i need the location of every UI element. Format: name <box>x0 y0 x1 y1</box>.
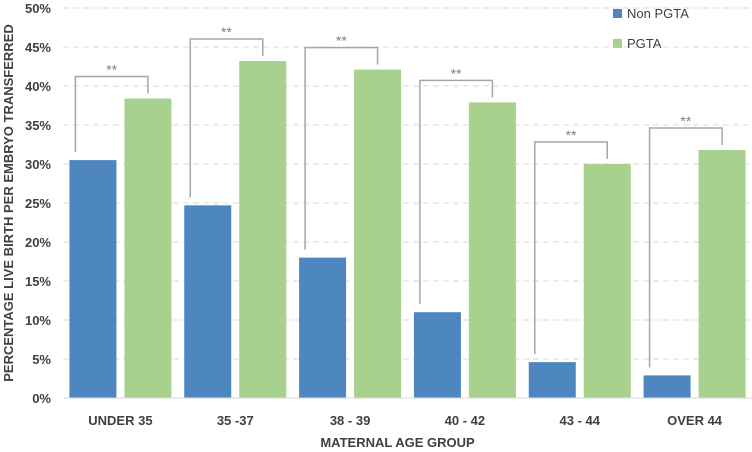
legend-swatch-non-pgta <box>613 9 622 18</box>
bar-non-pgta <box>528 362 576 398</box>
legend-label-non-pgta: Non PGTA <box>627 6 689 21</box>
legend: Non PGTA PGTA <box>613 6 689 51</box>
y-tick-label: 25% <box>25 196 51 211</box>
significance-label: ** <box>680 113 691 129</box>
bar-pgta <box>354 69 402 399</box>
x-tick-label: 35 -37 <box>217 413 254 428</box>
x-tick-label: OVER 44 <box>667 413 723 428</box>
significance-label: ** <box>221 24 232 40</box>
significance-brackets: ** ** ** ** ** ** <box>74 24 723 368</box>
y-tick-label: 20% <box>25 235 51 250</box>
x-tick-label: 38 - 39 <box>330 413 370 428</box>
y-tick-label: 0% <box>32 391 51 406</box>
legend-label-pgta: PGTA <box>627 36 662 51</box>
bars <box>69 61 746 399</box>
significance-label: ** <box>451 65 462 81</box>
bar-non-pgta <box>184 205 232 398</box>
y-tick-label: 50% <box>25 1 51 16</box>
y-tick-label: 15% <box>25 274 51 289</box>
y-tick-label: 40% <box>25 79 51 94</box>
bar-pgta <box>124 98 172 398</box>
bar-non-pgta <box>643 375 691 398</box>
bar-non-pgta <box>413 312 461 398</box>
x-tick-label: 43 - 44 <box>560 413 601 428</box>
gridlines <box>63 7 752 360</box>
significance-label: ** <box>336 33 347 49</box>
significance-bracket <box>304 46 379 250</box>
significance-bracket <box>419 79 494 305</box>
y-axis-title: PERCENTAGE LIVE BIRTH PER EMBRYO TRANSFE… <box>1 24 16 382</box>
y-tick-label: 30% <box>25 157 51 172</box>
bar-pgta <box>468 102 516 398</box>
bar-non-pgta <box>69 160 117 398</box>
x-tick-label: UNDER 35 <box>88 413 152 428</box>
bar-pgta <box>698 149 746 398</box>
y-tick-label: 10% <box>25 313 51 328</box>
significance-label: ** <box>566 127 577 143</box>
legend-swatch-pgta <box>613 39 622 48</box>
y-axis-ticks: 0% 5% 10% 15% 20% 25% 30% 35% 40% 45% 50% <box>25 1 51 406</box>
bar-pgta <box>583 164 631 398</box>
significance-label: ** <box>106 61 117 77</box>
x-axis-title: MATERNAL AGE GROUP <box>320 435 475 450</box>
significance-bracket <box>648 127 723 368</box>
y-tick-label: 45% <box>25 40 51 55</box>
x-tick-label: 40 - 42 <box>445 413 485 428</box>
y-tick-label: 5% <box>32 352 51 367</box>
significance-bracket <box>74 75 149 153</box>
significance-bracket <box>189 38 264 198</box>
y-tick-label: 35% <box>25 118 51 133</box>
x-axis-ticks: UNDER 35 35 -37 38 - 39 40 - 42 43 - 44 OVER … <box>88 413 723 428</box>
bar-non-pgta <box>299 257 347 398</box>
bar-pgta <box>239 61 287 398</box>
significance-bracket <box>534 141 608 355</box>
